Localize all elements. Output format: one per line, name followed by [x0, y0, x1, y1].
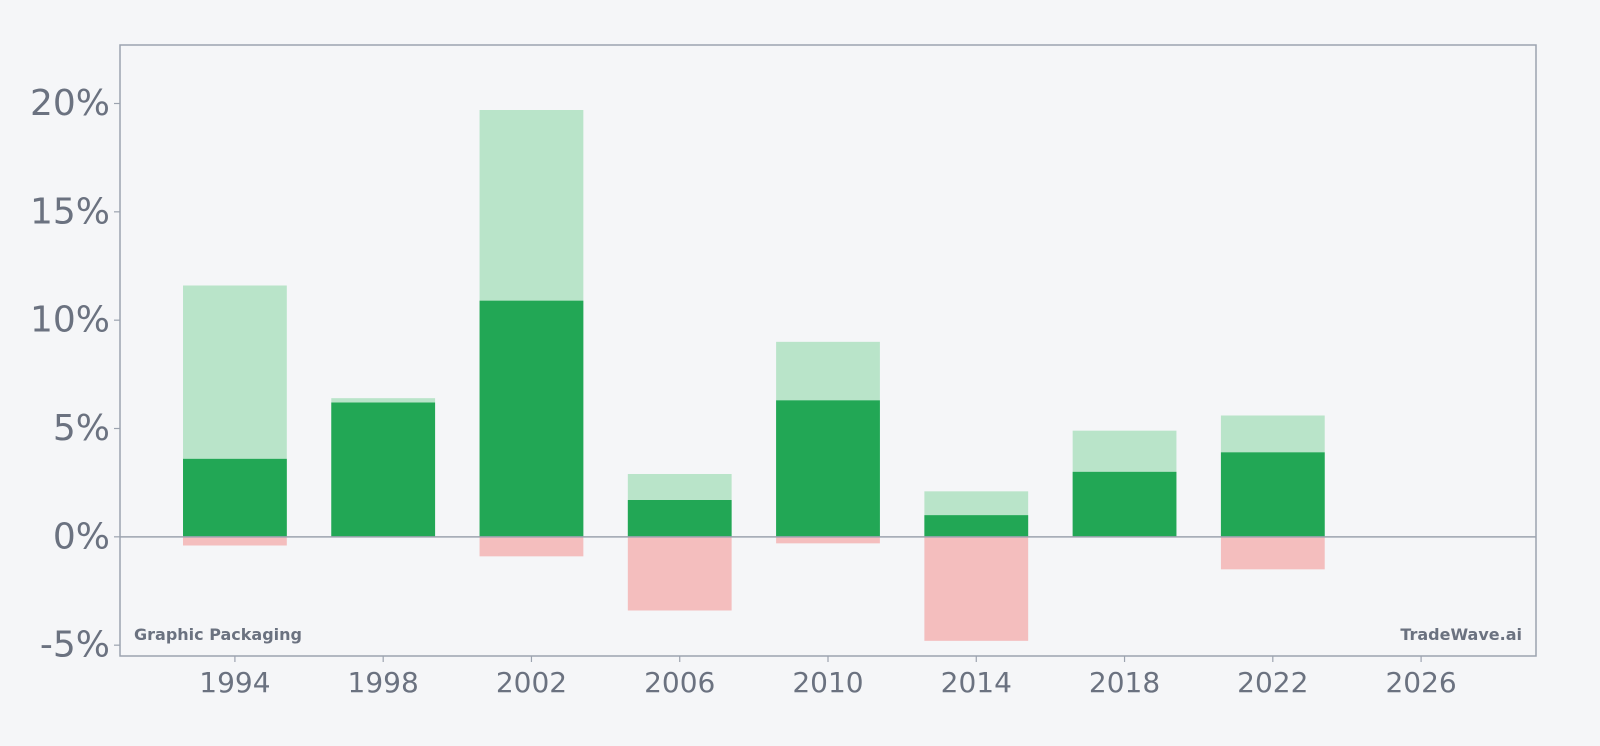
- bar-value-2014: [924, 515, 1029, 537]
- bar-low-1994: [183, 536, 287, 546]
- x-tick-label: 2002: [496, 666, 567, 699]
- x-tick-label: 2022: [1237, 666, 1308, 699]
- y-tick-label: 10%: [30, 300, 110, 341]
- x-tick-label: 2026: [1385, 666, 1456, 699]
- bar-value-2006: [627, 500, 732, 537]
- bar-value-2010: [776, 400, 880, 537]
- bar-value-2018: [1072, 471, 1177, 537]
- bar-value-2022: [1220, 452, 1325, 537]
- x-tick-label: 2010: [792, 666, 863, 699]
- y-tick-label: -5%: [40, 625, 110, 666]
- y-tick-label: 20%: [30, 83, 110, 124]
- y-tick-label: 5%: [53, 408, 110, 449]
- bar-value-1998: [331, 402, 436, 537]
- axes-layer: [114, 44, 1537, 662]
- x-tick-label: 2014: [941, 666, 1012, 699]
- bar-low-2006: [627, 536, 732, 611]
- y-tick-label: 15%: [30, 191, 110, 232]
- bar-low-2002: [479, 536, 584, 557]
- bar-low-2014: [924, 536, 1029, 641]
- y-tick-label: 0%: [53, 516, 110, 557]
- x-tick-label: 1994: [199, 666, 270, 699]
- bar-low-2022: [1220, 536, 1325, 570]
- x-tick-label: 1998: [348, 666, 419, 699]
- x-tick-label: 2018: [1089, 666, 1160, 699]
- x-tick-label: 2006: [644, 666, 715, 699]
- bars-layer: [183, 110, 1325, 641]
- bar-value-2002: [479, 300, 584, 537]
- bar-low-2010: [776, 536, 880, 544]
- watermark-left: Graphic Packaging: [134, 625, 302, 644]
- labels-layer: -5% 0% 5% 10% 15% 20% 1994 1998 2002 2006 2010 2014…: [30, 83, 1457, 699]
- watermark-right: TradeWave.ai: [1400, 625, 1522, 644]
- bar-value-1994: [183, 458, 287, 537]
